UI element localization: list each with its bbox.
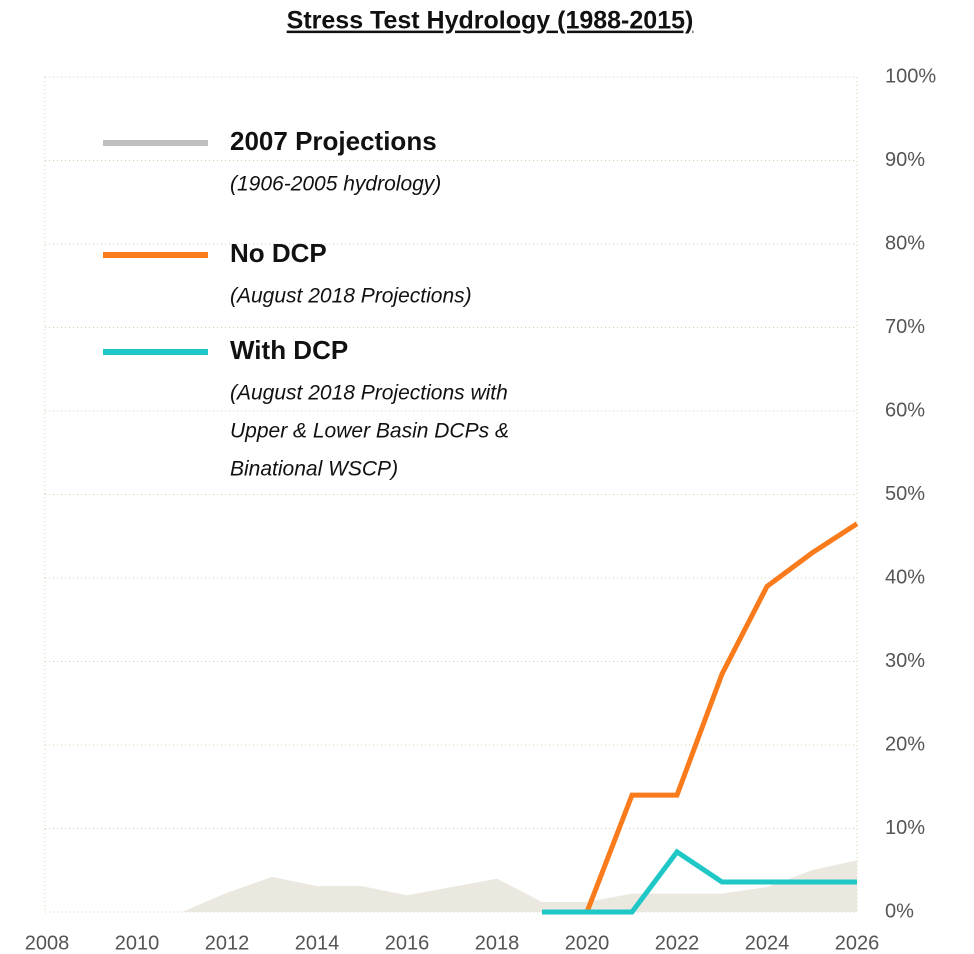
x-tick-label: 2018 (475, 932, 520, 954)
y-tick-label: 70% (885, 316, 925, 338)
chart-title: Stress Test Hydrology (1988-2015) (287, 7, 694, 35)
legend-note: (August 2018 Projections with (230, 382, 508, 405)
line (584, 521, 859, 913)
legend-label: No DCP (230, 238, 327, 268)
area (47, 860, 857, 912)
legend-note: Upper & Lower Basin DCPs & (230, 420, 509, 443)
y-tick-label: 30% (885, 650, 925, 672)
legend-label: With DCP (230, 335, 348, 365)
x-tick-label: 2012 (205, 932, 250, 954)
x-tick-label: 2016 (385, 932, 430, 954)
x-tick-label: 2022 (655, 932, 700, 954)
legend-label: 2007 Projections (230, 126, 437, 156)
y-tick-label: 100% (885, 65, 936, 87)
x-tick-label: 2014 (295, 932, 340, 954)
y-tick-label: 80% (885, 232, 925, 254)
x-tick-label: 2008 (25, 932, 70, 954)
y-tick-label: 0% (885, 900, 914, 922)
x-tick-label: 2024 (745, 932, 790, 954)
legend-note: (1906-2005 hydrology) (230, 173, 441, 196)
legend-note: (August 2018 Projections) (230, 285, 472, 308)
y-tick-label: 60% (885, 399, 925, 421)
y-tick-label: 10% (885, 817, 925, 839)
x-tick-label: 2020 (565, 932, 610, 954)
y-tick-label: 20% (885, 733, 925, 755)
x-tick-label: 2026 (835, 932, 880, 954)
line (542, 848, 857, 915)
y-tick-label: 90% (885, 149, 925, 171)
x-tick-label: 2010 (115, 932, 160, 954)
legend-note: Binational WSCP) (230, 458, 398, 481)
y-tick-label: 50% (885, 483, 925, 505)
y-tick-label: 40% (885, 566, 925, 588)
